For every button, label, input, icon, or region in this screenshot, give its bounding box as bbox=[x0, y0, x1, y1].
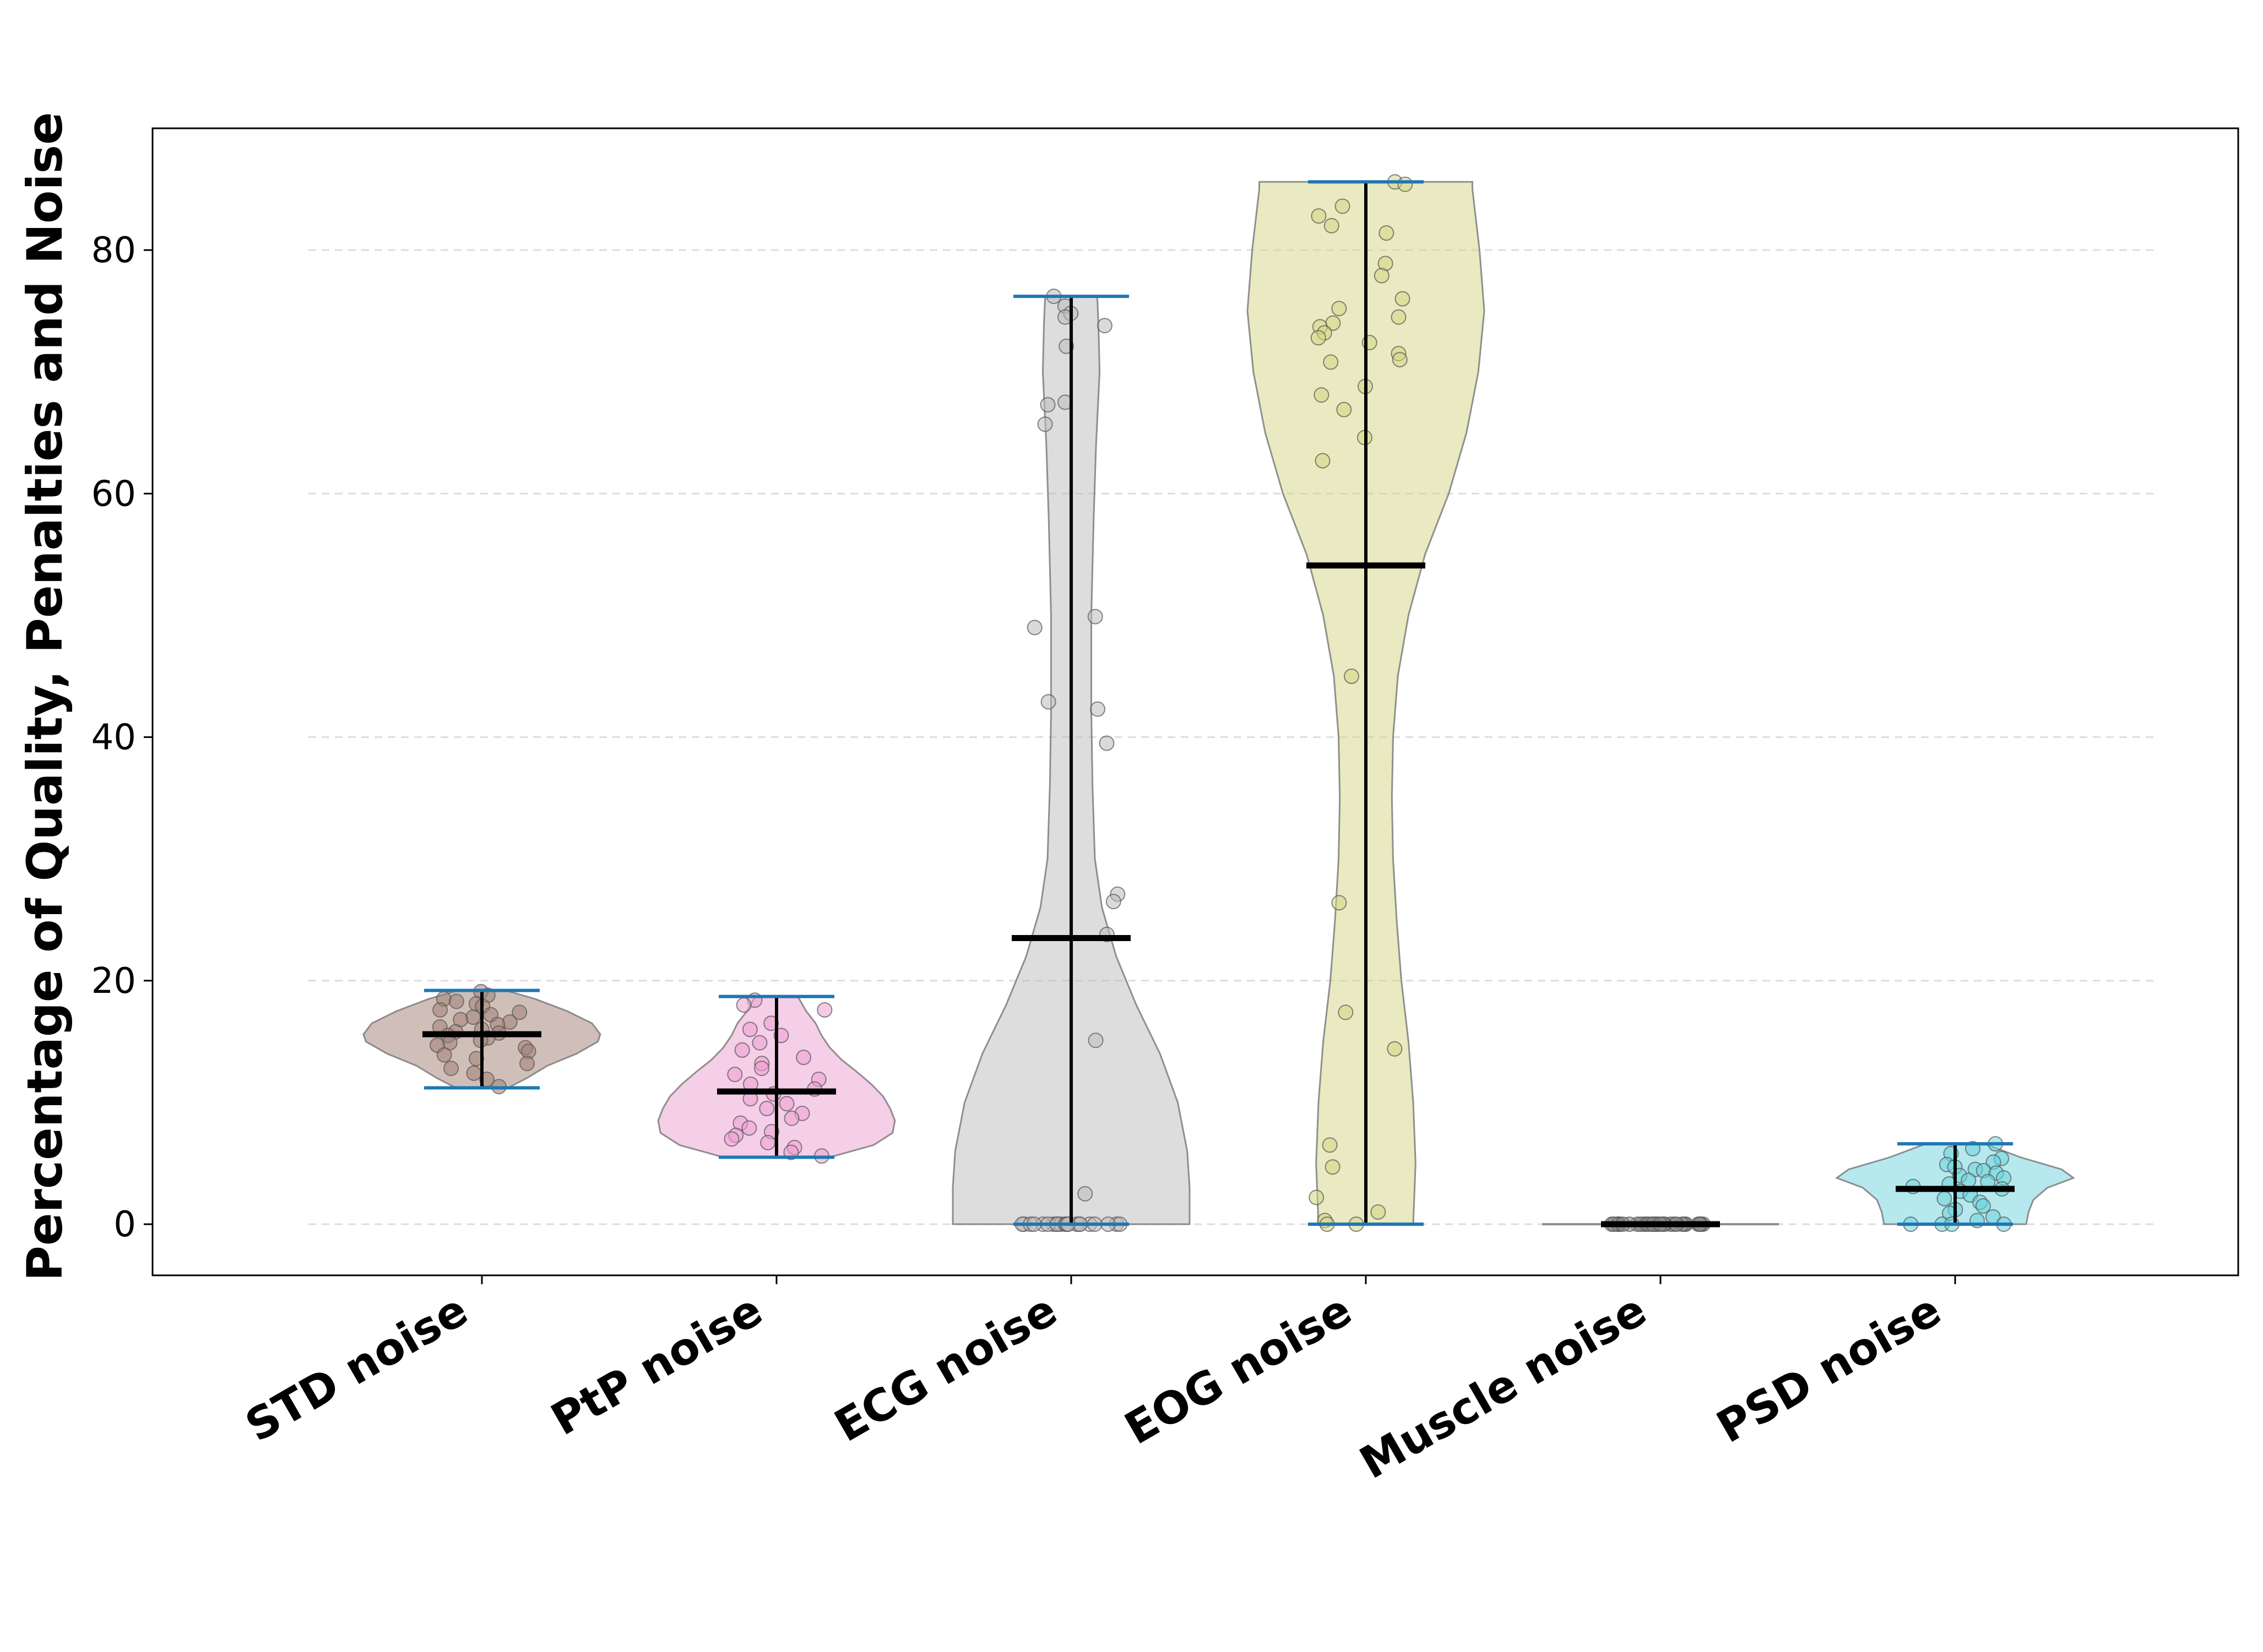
data-point bbox=[752, 1035, 768, 1051]
data-point bbox=[1397, 176, 1413, 192]
data-point bbox=[1370, 1204, 1386, 1220]
y-axis: 0 20 40 60 80 bbox=[91, 230, 153, 1245]
data-point bbox=[1323, 218, 1339, 233]
data-point bbox=[1027, 620, 1043, 635]
data-point bbox=[1338, 1004, 1354, 1020]
data-point bbox=[1105, 894, 1121, 910]
data-point bbox=[1097, 318, 1112, 334]
data-point bbox=[1374, 268, 1390, 284]
x-category-label: STD noise bbox=[237, 1284, 476, 1452]
data-point bbox=[1392, 352, 1408, 368]
y-tick-label: 80 bbox=[91, 230, 136, 271]
data-point bbox=[443, 1061, 459, 1077]
data-point bbox=[1322, 1137, 1338, 1153]
data-point bbox=[1099, 735, 1115, 751]
data-point bbox=[1040, 694, 1056, 710]
data-point bbox=[742, 1021, 758, 1037]
data-points bbox=[430, 174, 2012, 1232]
data-point bbox=[1314, 387, 1329, 403]
y-axis-title: Percentage of Quality, Penalties and Noi… bbox=[17, 112, 73, 1281]
data-point bbox=[448, 993, 464, 1009]
data-point bbox=[1391, 309, 1407, 325]
x-category-label: Muscle noise bbox=[1352, 1284, 1655, 1489]
data-point bbox=[1331, 895, 1347, 911]
data-point bbox=[1331, 301, 1347, 317]
data-point bbox=[779, 1096, 795, 1112]
data-point bbox=[436, 1047, 452, 1063]
grid-lines bbox=[308, 249, 2153, 1225]
data-point bbox=[1088, 1032, 1104, 1048]
data-point bbox=[727, 1067, 743, 1083]
data-point bbox=[741, 1120, 757, 1136]
data-point bbox=[784, 1110, 800, 1126]
data-point bbox=[1325, 1159, 1341, 1175]
data-point bbox=[1975, 1198, 1991, 1214]
data-point bbox=[1336, 401, 1352, 417]
x-category-label: PSD noise bbox=[1708, 1284, 1950, 1453]
data-point bbox=[512, 1004, 528, 1020]
data-point bbox=[466, 1065, 482, 1081]
data-point bbox=[1077, 1186, 1093, 1202]
data-point bbox=[724, 1131, 740, 1147]
x-category-label: ECG noise bbox=[826, 1284, 1066, 1452]
x-category-label: EOG noise bbox=[1116, 1284, 1360, 1454]
x-axis: STD noise PtP noise ECG noise EOG noiseMusc… bbox=[237, 1275, 1956, 1489]
y-tick-label: 60 bbox=[91, 474, 136, 514]
data-point bbox=[1936, 1191, 1952, 1207]
data-point bbox=[1394, 291, 1410, 307]
data-point bbox=[817, 1002, 833, 1018]
data-point bbox=[759, 1101, 775, 1117]
data-point bbox=[1087, 608, 1103, 624]
data-point bbox=[754, 1061, 770, 1077]
data-point bbox=[519, 1056, 535, 1072]
y-tick-label: 20 bbox=[91, 961, 136, 1002]
data-point bbox=[1040, 396, 1056, 412]
data-point bbox=[432, 1002, 448, 1018]
data-point bbox=[1387, 1041, 1403, 1057]
data-point bbox=[1089, 701, 1105, 717]
data-point bbox=[796, 1050, 812, 1066]
data-point bbox=[1309, 1189, 1325, 1205]
y-tick-label: 0 bbox=[113, 1204, 136, 1245]
data-point bbox=[1311, 208, 1327, 224]
y-tick-label: 40 bbox=[91, 718, 136, 758]
data-point bbox=[736, 997, 752, 1013]
data-point bbox=[734, 1042, 750, 1058]
violin-bodies bbox=[362, 181, 2076, 1226]
data-point bbox=[1310, 330, 1326, 346]
data-point bbox=[465, 1009, 481, 1025]
data-point bbox=[1379, 225, 1394, 241]
data-point bbox=[1334, 198, 1350, 214]
data-point bbox=[1323, 354, 1339, 370]
data-point bbox=[763, 1015, 779, 1031]
data-point bbox=[760, 1134, 776, 1150]
x-category-label: PtP noise bbox=[542, 1284, 770, 1446]
plot-frame bbox=[151, 127, 2239, 1276]
data-point bbox=[1037, 416, 1053, 432]
range-and-mean-lines bbox=[422, 180, 2015, 1227]
data-point bbox=[1315, 453, 1331, 469]
data-point bbox=[1344, 669, 1360, 684]
